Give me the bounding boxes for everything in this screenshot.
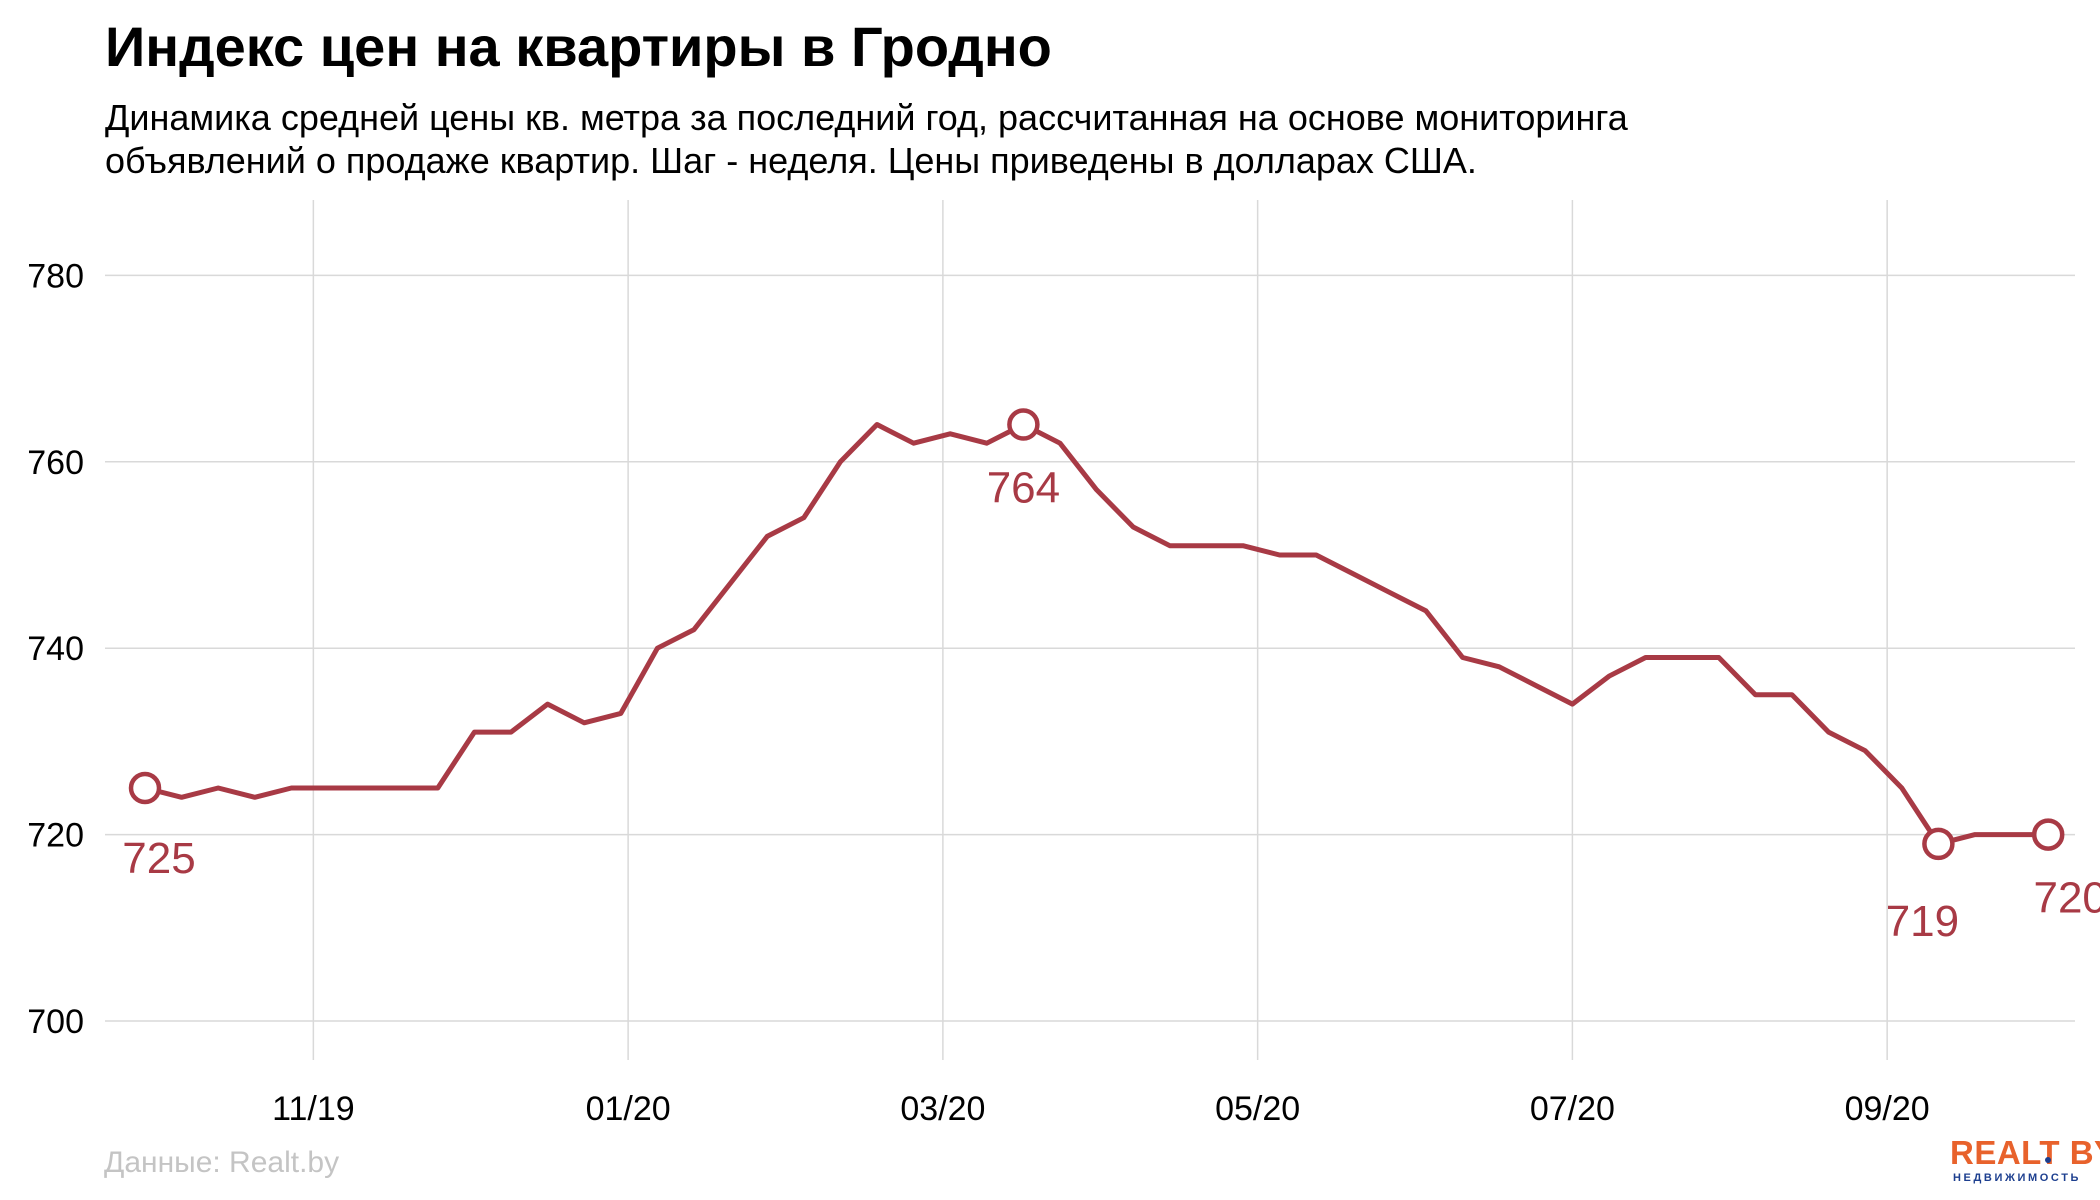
series-line [142, 422, 2051, 847]
y-tick-label: 720 [27, 817, 84, 855]
chart-subtitle: Динамика средней цены кв. метра за после… [105, 96, 2005, 182]
data-label: 764 [987, 464, 1060, 513]
data-point-marker [1922, 827, 1955, 861]
data-point-marker [2031, 818, 2065, 851]
data-point-marker [1007, 408, 1040, 441]
axis-labels: 700 720 740 760 780 11/19 01/20 03/20 05/20 07/20… [27, 257, 1929, 1128]
x-tick-label: 03/20 [900, 1090, 985, 1128]
logo-dot-icon [2045, 1157, 2051, 1163]
data-label: 720 [2033, 874, 2100, 923]
logo-text: REALT BY [1950, 1134, 2100, 1171]
subtitle-line-2: объявлений о продаже квартир. Шаг - неде… [105, 140, 1477, 181]
y-tick-label: 700 [27, 1003, 84, 1041]
subtitle-line-1: Динамика средней цены кв. метра за после… [105, 97, 1628, 138]
grid-lines [105, 200, 2075, 1060]
x-tick-label: 11/19 [272, 1090, 355, 1128]
data-point-marker [128, 771, 162, 805]
data-source: Данные: Realt.by [104, 1146, 340, 1179]
y-tick-label: 760 [27, 444, 84, 482]
x-tick-label: 07/20 [1530, 1090, 1615, 1128]
x-tick-label: 05/20 [1215, 1090, 1300, 1128]
realt-by-logo[interactable]: REALT BY НЕДВИЖИМОСТЬ [1950, 1134, 2100, 1194]
data-label: 725 [122, 834, 195, 883]
data-label: 719 [1886, 897, 1959, 946]
price-line [142, 422, 2051, 847]
x-tick-label: 01/20 [586, 1090, 671, 1128]
x-tick-label: 09/20 [1845, 1090, 1930, 1128]
y-tick-label: 740 [27, 630, 84, 668]
chart-title: Индекс цен на квартиры в Гродно [105, 15, 1052, 78]
annotation-markers: 725 764 719 720 [122, 408, 2100, 946]
y-tick-label: 780 [27, 257, 84, 295]
logo-subtext: НЕДВИЖИМОСТЬ [1953, 1172, 2082, 1184]
